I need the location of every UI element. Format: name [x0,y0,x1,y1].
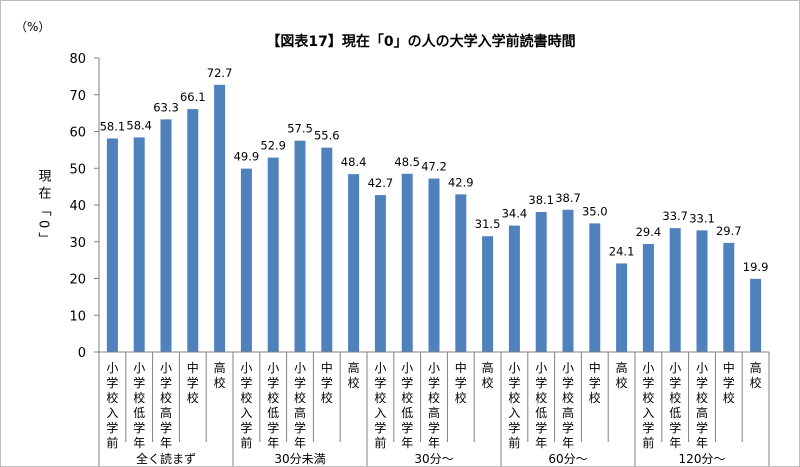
bar [428,178,440,352]
bar [214,84,226,352]
x-category-label: 小学校低学年 [133,361,145,450]
x-category-label: 高校 [482,360,494,390]
x-category-label: 中学校 [187,360,199,405]
bar-value-label: 24.1 [609,244,635,258]
bar [535,211,547,352]
bar-value-label: 72.7 [207,66,233,80]
bar-value-label: 52.9 [260,139,286,153]
bar [240,168,252,352]
x-category-label: 小学校入学前 [374,361,386,450]
bars-layer: 58.1 58.463.366.172.7 49.952.957.5 55.648.4… [100,66,769,353]
bar-value-label: 47.2 [421,160,447,174]
bar [508,225,520,352]
bar [482,236,494,352]
x-category-label: 中学校 [723,360,735,405]
x-category-label: 小学校低学年 [669,361,681,450]
bar-value-label: 42.9 [448,175,474,189]
x-category-label: 小学校高学年 [294,361,306,450]
y-tick-label: 0 [78,346,86,361]
bar [696,230,708,352]
bar-value-label: 35.0 [582,204,608,218]
bar [321,147,333,352]
bar [562,209,574,352]
bar-value-label: 38.1 [528,193,554,207]
y-tick-label: 60 [69,126,86,141]
bar-value-label: 19.9 [743,260,769,274]
y-unit-label: （%） [15,20,50,34]
bar [267,157,279,352]
bar-value-label: 33.1 [689,211,715,225]
bar-value-label: 33.7 [662,209,688,223]
x-group-label: 全く読まず [136,451,196,466]
bar [616,263,628,352]
y-tick-label: 70 [69,89,86,104]
x-category-label: 小学校入学前 [240,361,252,450]
x-category-label: 小学校低学年 [267,361,279,450]
x-category-label: 小学校入学前 [642,361,654,450]
x-category-label: 高校 [750,360,762,390]
x-category-label: 中学校 [455,360,467,405]
x-category-label: 小学校高学年 [160,361,172,450]
x-group-label: 30分～ [414,452,453,466]
y-axis: 0 10 20 30 40 50 60 70 80 [69,52,100,361]
y-axis-label: 現在「0」 [36,169,52,249]
x-category-label: 高校 [348,360,360,390]
y-tick-label: 50 [69,162,86,177]
x-group-label: 60分～ [548,452,587,466]
bar-value-label: 38.7 [555,191,581,205]
bar-value-label: 55.6 [314,129,340,143]
x-category-label: 小学校高学年 [562,361,574,450]
bar-value-label: 57.5 [287,122,313,136]
bar [723,242,735,352]
chart-title: 【図表17】現在「0」の人の大学入学前読書時間 [266,33,575,50]
x-group-label: 120分～ [679,452,726,466]
x-category-label: 小学校低学年 [401,361,413,450]
bar [348,174,360,352]
y-tick-label: 20 [69,273,86,288]
y-tick-label: 30 [69,236,86,251]
bar-value-label: 58.4 [126,118,152,132]
bar-value-label: 42.7 [368,176,394,190]
bar-value-label: 58.1 [100,119,126,133]
bar [401,173,413,352]
bar-value-label: 34.4 [502,207,528,221]
bar [455,194,467,352]
bar-value-label: 48.4 [341,155,367,169]
bar-value-label: 29.4 [636,225,662,239]
bar [187,109,199,353]
bar-value-label: 29.7 [716,224,742,238]
x-category-label: 中学校 [589,360,601,405]
bar [589,223,601,352]
x-category-label: 小学校高学年 [428,361,440,450]
bar [133,137,145,352]
bar [106,138,118,352]
bar-value-label: 49.9 [234,150,260,164]
x-category-label: 小学校高学年 [696,361,708,450]
bar [642,243,654,352]
bar [294,140,306,352]
bar-value-label: 48.5 [394,155,420,169]
x-category-label: 高校 [616,360,628,390]
bar-value-label: 66.1 [180,90,206,104]
y-tick-label: 40 [69,199,86,214]
bar [374,195,386,352]
y-tick-label: 10 [69,309,86,324]
x-category-label: 高校 [214,360,226,390]
x-category-label: 小学校入学前 [508,361,520,450]
bar-value-label: 63.3 [153,100,179,114]
bar [160,119,172,352]
bar [750,278,762,352]
y-tick-label: 80 [69,52,86,67]
bar-value-label: 31.5 [475,217,501,231]
bar [669,228,681,352]
x-category-label: 小学校入学前 [106,361,118,450]
x-category-label: 中学校 [321,360,333,405]
x-category-label: 小学校低学年 [535,361,547,450]
x-group-label: 30分未満 [274,452,325,466]
